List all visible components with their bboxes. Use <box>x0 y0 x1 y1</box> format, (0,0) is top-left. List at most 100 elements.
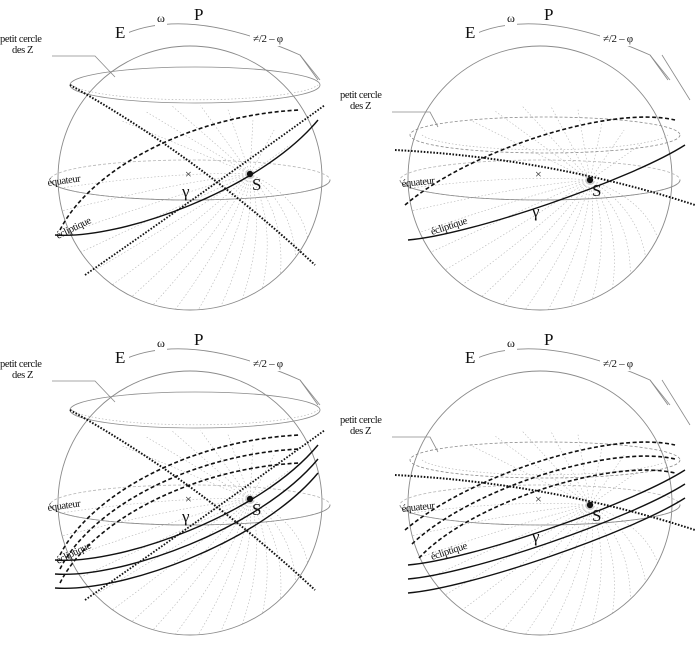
horizon-circle-a <box>69 409 316 591</box>
meridian <box>200 430 251 500</box>
meridian <box>249 498 268 614</box>
ecliptic-back <box>411 455 676 545</box>
label-equator: équateur <box>47 498 82 514</box>
meridian-arc <box>124 23 319 81</box>
meridian <box>462 179 591 286</box>
label-bg <box>542 4 560 20</box>
meridian-lines <box>58 430 308 635</box>
label-angle: ≠/2 – φ <box>253 358 283 370</box>
label-bg <box>155 12 167 28</box>
meridian <box>112 173 251 286</box>
meridian <box>249 498 296 583</box>
angle-leader-2 <box>661 54 691 101</box>
ecliptic-front <box>407 483 686 580</box>
meridian <box>112 498 251 611</box>
label-small-circle-line1: petit cercle <box>340 90 382 101</box>
meridian <box>502 504 591 630</box>
label-ecliptic: écliptique <box>430 216 470 238</box>
label-center-mark: × <box>535 167 542 181</box>
equator-front <box>49 179 331 201</box>
meridian <box>525 504 591 635</box>
meridian <box>152 173 251 305</box>
label-P: P <box>194 330 203 349</box>
small-circle-leader <box>52 55 116 78</box>
label-bg <box>600 355 650 371</box>
equator-front <box>399 504 681 526</box>
meridian <box>471 445 591 506</box>
ecliptic-front <box>407 497 686 594</box>
meridian <box>131 498 251 622</box>
label-ecliptic: écliptique <box>430 541 470 563</box>
meridian <box>175 173 251 310</box>
meridian <box>131 173 251 297</box>
meridian <box>589 144 641 181</box>
meridian <box>445 504 591 596</box>
label-bg <box>505 337 517 353</box>
meridian <box>69 173 251 233</box>
meridian <box>249 117 254 175</box>
label-gamma: γ <box>181 182 190 201</box>
ecliptic-back <box>404 116 676 206</box>
label-bg <box>463 347 479 363</box>
meridian-arc <box>124 348 319 406</box>
meridian <box>62 498 251 537</box>
meridian <box>412 179 591 212</box>
label-E: E <box>115 348 125 367</box>
meridian <box>589 179 602 300</box>
label-ecliptic: écliptique <box>54 215 93 242</box>
ecliptic-front <box>407 144 686 241</box>
label-equator: équateur <box>401 501 436 515</box>
meridian <box>495 436 591 506</box>
meridian <box>58 498 251 514</box>
label-equator: équateur <box>401 176 436 190</box>
label-angle: ≠/2 – φ <box>253 33 283 45</box>
small-circle-of-Z <box>69 66 321 104</box>
label-bg <box>192 329 210 345</box>
label-P: P <box>544 5 553 24</box>
ecliptic-front <box>54 444 319 562</box>
label-center-mark: × <box>535 492 542 506</box>
meridian <box>589 129 625 181</box>
ecliptic-back <box>59 448 301 570</box>
meridian <box>495 111 591 181</box>
label-center-mark: × <box>185 167 192 181</box>
meridian <box>589 504 658 564</box>
point-S <box>246 170 254 178</box>
ecliptic-front <box>54 472 319 590</box>
label-ecliptic: écliptique <box>54 540 93 567</box>
ecliptic-front <box>407 469 686 566</box>
label-omega: ω <box>507 336 515 350</box>
label-S: S <box>252 500 261 519</box>
sphere-outline <box>57 45 323 311</box>
label-P: P <box>544 330 553 349</box>
label-angle: ≠/2 – φ <box>603 358 633 370</box>
small-circle-leader <box>392 436 439 453</box>
meridian <box>589 179 631 275</box>
point-S <box>246 495 254 503</box>
meridian <box>249 498 282 600</box>
horizon-circle-a <box>394 474 696 531</box>
label-bg <box>542 329 560 345</box>
label-omega: ω <box>157 11 165 25</box>
meridian <box>570 504 594 632</box>
label-bg <box>250 30 300 46</box>
meridian <box>589 442 604 506</box>
meridian <box>589 454 625 506</box>
meridian <box>522 106 591 181</box>
ecliptic-front <box>54 458 319 576</box>
label-gamma: γ <box>531 527 540 546</box>
meridian <box>249 144 291 175</box>
meridian <box>175 498 251 635</box>
meridian <box>200 105 251 175</box>
angle-leader <box>649 54 671 81</box>
meridian <box>58 173 251 189</box>
meridian-arc <box>474 348 669 406</box>
meridian <box>145 436 251 500</box>
label-bg <box>505 12 517 28</box>
meridian <box>589 504 646 583</box>
horizon-circle-a <box>69 84 316 266</box>
ecliptic-back <box>418 469 676 559</box>
angle-leader-2 <box>661 379 691 426</box>
